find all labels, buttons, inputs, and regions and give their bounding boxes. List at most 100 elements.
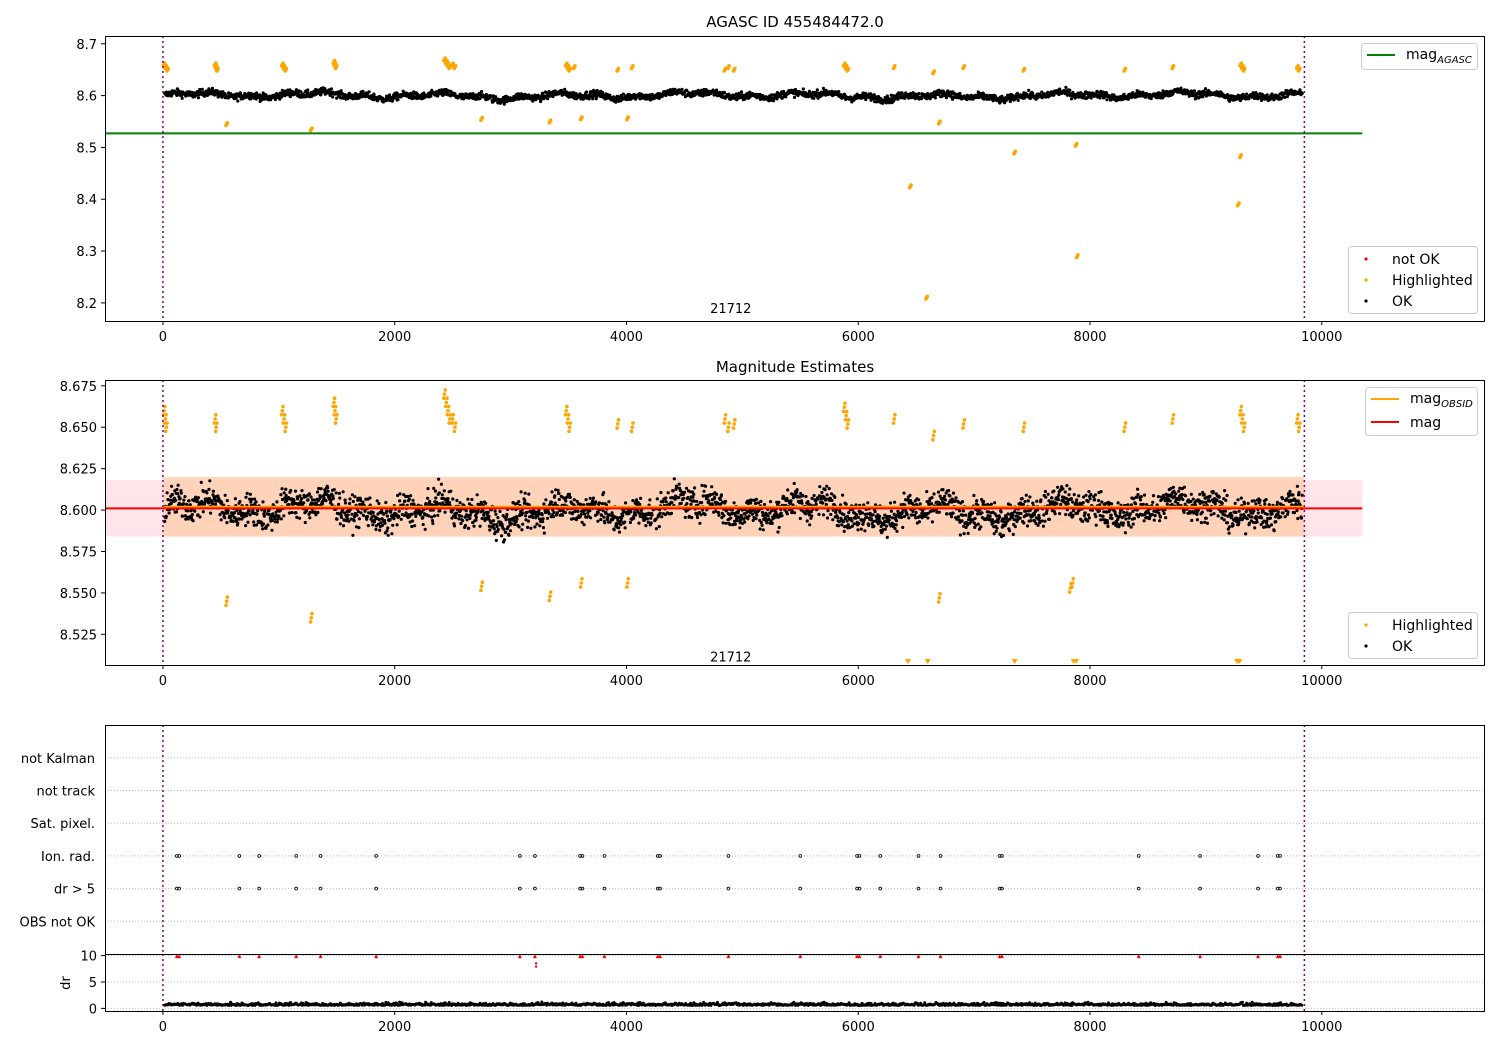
ok-point bbox=[872, 524, 876, 528]
ok-point bbox=[749, 501, 753, 505]
ok-point bbox=[432, 514, 437, 518]
ok-point bbox=[380, 523, 385, 527]
ok-point bbox=[815, 88, 819, 92]
ok-point bbox=[430, 519, 435, 523]
ok-point bbox=[1041, 524, 1045, 528]
y-tick-label-3: 8.5 bbox=[76, 141, 97, 156]
ok-point bbox=[1028, 495, 1032, 499]
ok-point bbox=[198, 515, 202, 519]
ok-point bbox=[279, 493, 283, 497]
ok-point bbox=[517, 500, 521, 504]
y-tick-label-0: 8.2 bbox=[76, 297, 97, 312]
highlighted-point bbox=[225, 121, 230, 125]
ok-point bbox=[918, 502, 922, 506]
ok-point bbox=[334, 491, 338, 495]
ok-point bbox=[917, 498, 921, 502]
ok-point bbox=[621, 514, 625, 518]
ok-point bbox=[346, 97, 350, 101]
ok-point bbox=[683, 515, 687, 520]
ok-point bbox=[521, 511, 525, 515]
ok-point bbox=[299, 90, 303, 94]
ok-point bbox=[385, 509, 389, 513]
ok-point bbox=[383, 521, 387, 525]
ok-point bbox=[1039, 498, 1043, 502]
ok-point bbox=[917, 520, 922, 524]
ok-point bbox=[859, 527, 863, 531]
ok-point bbox=[378, 528, 382, 532]
ok-point bbox=[254, 500, 258, 504]
ok-point bbox=[951, 511, 955, 515]
ok-point bbox=[747, 514, 751, 518]
ok-point bbox=[435, 501, 439, 506]
ok-point bbox=[261, 527, 265, 531]
ok-point bbox=[769, 500, 773, 504]
ok-point bbox=[223, 92, 227, 96]
ok-point bbox=[350, 512, 354, 516]
ok-point bbox=[175, 487, 179, 492]
ok-point bbox=[388, 518, 392, 522]
ok-point bbox=[793, 511, 797, 515]
ok-point bbox=[573, 509, 577, 513]
ok-point bbox=[165, 491, 169, 495]
ok-point bbox=[263, 509, 267, 513]
ok-point bbox=[542, 531, 546, 535]
ok-point bbox=[474, 515, 478, 519]
ok-point bbox=[348, 501, 352, 506]
ok-point bbox=[1020, 496, 1024, 501]
ok-point bbox=[900, 91, 904, 95]
ok-point bbox=[455, 498, 459, 503]
y-tick-label-4: 8.6 bbox=[76, 90, 97, 105]
ok-point bbox=[666, 491, 670, 495]
ok-point bbox=[507, 533, 511, 537]
highlighted-point bbox=[216, 66, 220, 71]
ok-point bbox=[199, 480, 203, 484]
ok-point bbox=[508, 529, 513, 533]
ok-point bbox=[529, 526, 533, 530]
ok-point bbox=[421, 522, 425, 527]
ok-point bbox=[430, 515, 434, 519]
ok-point bbox=[941, 488, 945, 492]
ok-point bbox=[411, 519, 415, 523]
ok-point bbox=[600, 502, 605, 506]
ok-point bbox=[270, 528, 274, 532]
ok-point bbox=[1040, 519, 1044, 523]
ok-point bbox=[702, 489, 706, 493]
x-tick-label-2: 4000 bbox=[610, 330, 643, 345]
ok-point bbox=[371, 510, 375, 515]
ok-point bbox=[887, 101, 892, 105]
ok-point bbox=[323, 87, 327, 91]
ok-point bbox=[594, 500, 598, 504]
ok-point bbox=[840, 523, 844, 527]
ok-point bbox=[650, 92, 654, 96]
ok-point bbox=[1019, 511, 1023, 516]
ok-point bbox=[869, 517, 874, 521]
ok-point bbox=[461, 519, 465, 523]
ok-point bbox=[398, 499, 402, 503]
ok-point bbox=[895, 519, 899, 523]
highlighted-point bbox=[962, 64, 967, 68]
ok-point bbox=[1023, 499, 1027, 503]
ok-point bbox=[464, 509, 468, 513]
ok-point bbox=[1001, 533, 1006, 538]
ok-point bbox=[926, 92, 930, 96]
ok-point bbox=[388, 93, 392, 97]
ok-point bbox=[302, 501, 306, 505]
ok-point bbox=[306, 498, 310, 502]
x-tick-label-5: 10000 bbox=[1301, 330, 1342, 345]
ok-point bbox=[1006, 512, 1010, 516]
ok-point bbox=[798, 516, 802, 521]
ok-point bbox=[645, 517, 650, 521]
ok-point bbox=[459, 514, 463, 518]
ok-point bbox=[365, 515, 370, 519]
ok-point bbox=[385, 529, 389, 533]
ok-point bbox=[492, 527, 496, 531]
ok-point bbox=[765, 521, 769, 525]
ok-point bbox=[979, 525, 983, 529]
estimates-panel: Magnitude Estimates 0 2000 4000 6000 8000 100… bbox=[60, 358, 1485, 689]
ok-point bbox=[949, 515, 954, 519]
ok-point bbox=[474, 518, 478, 522]
ok-point bbox=[519, 490, 523, 494]
ok-point bbox=[504, 518, 508, 522]
ok-point bbox=[1031, 501, 1035, 505]
ok-point bbox=[980, 511, 984, 515]
